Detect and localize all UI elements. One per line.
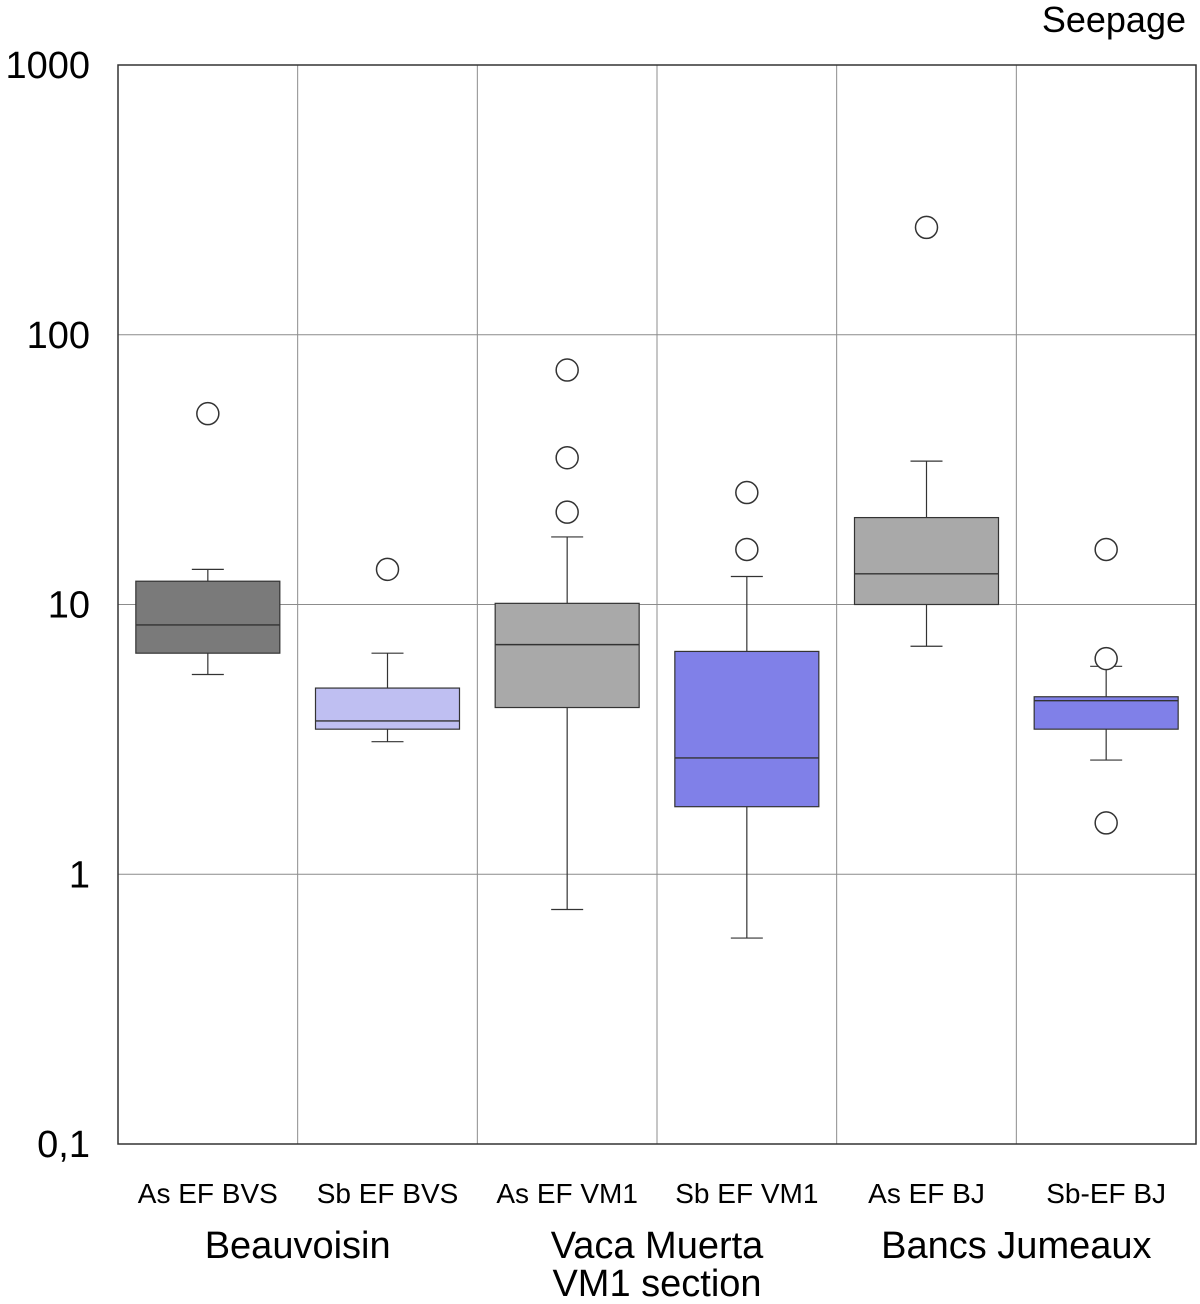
box-3	[494, 358, 640, 911]
y-tick-label: 0,1	[37, 1124, 90, 1166]
y-tick-label: 1	[69, 854, 90, 896]
category-label: Sb-EF BJ	[1046, 1178, 1166, 1209]
category-label: Sb EF VM1	[675, 1178, 818, 1209]
outlier-point	[1094, 811, 1118, 835]
outlier-point	[196, 401, 220, 426]
outlier-point	[1094, 537, 1118, 562]
group-label: Vaca Muerta	[551, 1225, 764, 1267]
box-iqr	[674, 650, 820, 808]
y-axis-ticks: 1000 100 10 1 0,1	[5, 45, 90, 1166]
box-4	[674, 480, 820, 939]
box-iqr	[135, 580, 281, 654]
category-label: As EF BVS	[138, 1178, 278, 1209]
box-iqr	[314, 687, 461, 730]
outlier-point	[1094, 646, 1118, 671]
x-axis-labels: As EF BVS Sb EF BVS As EF VM1 Sb EF VM1 As E…	[138, 1178, 1166, 1304]
outlier-point	[735, 480, 759, 505]
category-label: As EF BJ	[868, 1178, 985, 1209]
outlier-point	[555, 500, 579, 524]
y-tick-label: 10	[48, 585, 90, 627]
box-5	[853, 215, 1000, 647]
outlier-point	[555, 358, 579, 382]
chart-title: Seepage	[1042, 0, 1186, 40]
group-label: Beauvoisin	[205, 1225, 391, 1267]
group-label: VM1 section	[552, 1263, 761, 1304]
y-tick-label: 1000	[5, 45, 90, 87]
outlier-point	[555, 445, 579, 470]
category-label: Sb EF BVS	[317, 1178, 459, 1209]
y-tick-label: 100	[27, 315, 90, 357]
boxes	[135, 215, 1179, 939]
box-2	[314, 557, 461, 743]
category-label: As EF VM1	[496, 1178, 638, 1209]
box-1	[135, 401, 281, 676]
outlier-point	[375, 557, 400, 582]
plot-frame	[117, 64, 1197, 1145]
box-iqr	[853, 516, 1000, 606]
outlier-point	[914, 215, 939, 240]
outlier-point	[735, 537, 759, 562]
box-6	[1033, 537, 1179, 835]
box-iqr	[1033, 696, 1179, 730]
box-iqr	[494, 602, 640, 709]
group-label: Bancs Jumeaux	[881, 1225, 1151, 1267]
